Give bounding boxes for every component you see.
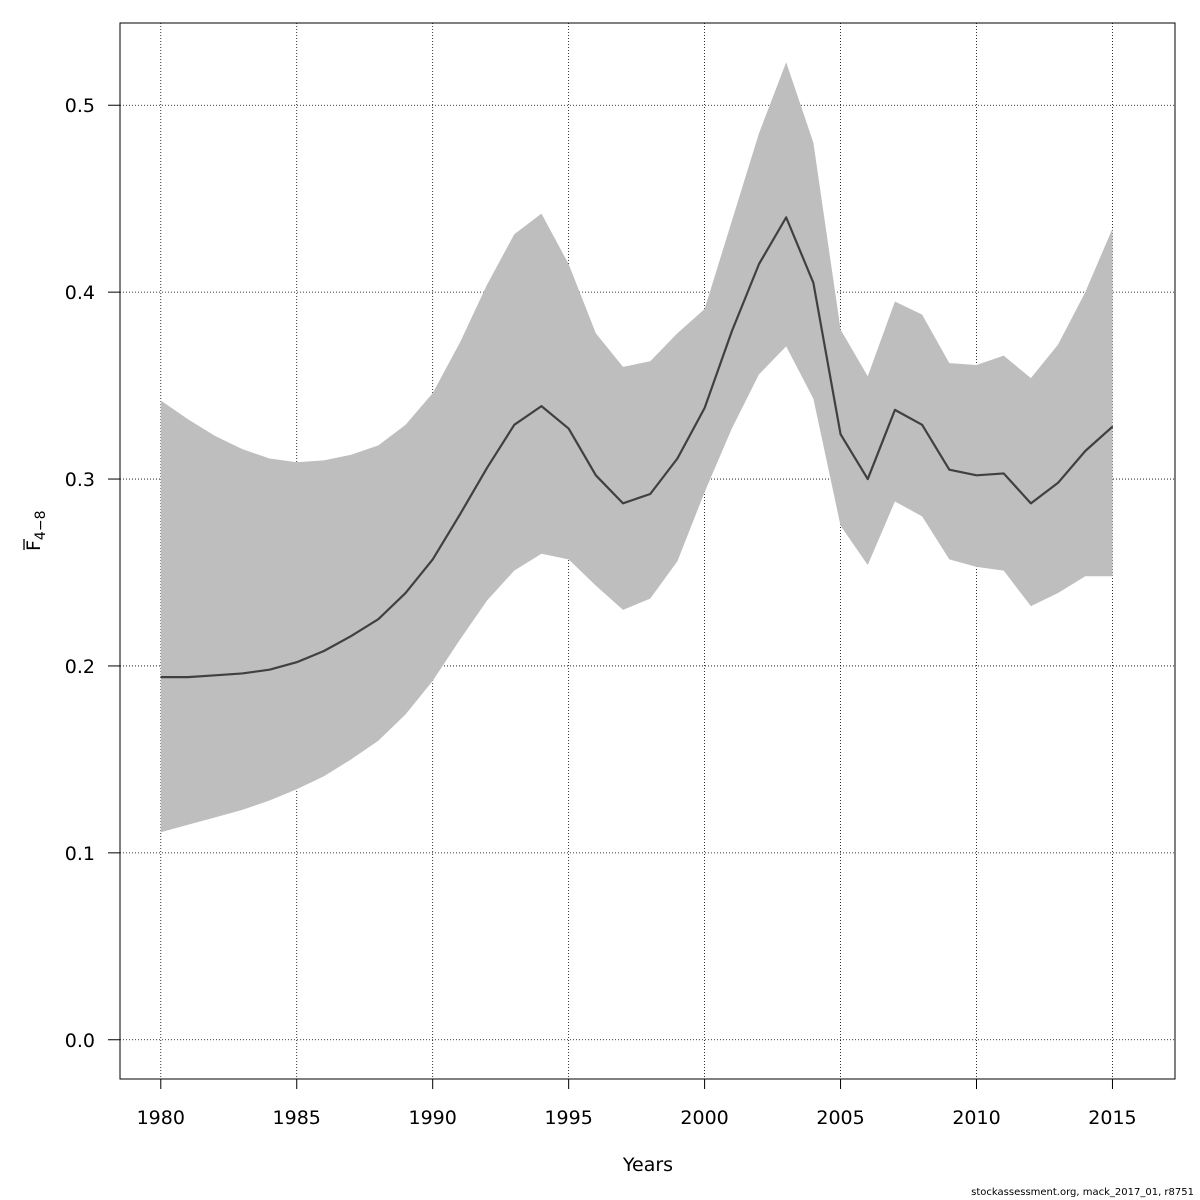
y-tick-label: 0.2 <box>65 656 95 678</box>
series-point <box>377 618 379 620</box>
series-point <box>404 592 407 594</box>
series-point <box>649 493 651 495</box>
y-tick-label: 0.5 <box>65 95 95 117</box>
series-point <box>622 502 624 504</box>
y-axis: 0.0 0.1 0.2 0.3 0.4 0.5 <box>65 95 120 1052</box>
series-point <box>1003 472 1005 475</box>
series-point <box>948 469 950 471</box>
series-point <box>867 478 869 480</box>
series-polyline <box>160 216 1114 679</box>
confidence-band <box>160 62 1113 833</box>
series-point <box>187 676 189 678</box>
x-tick-label: 1985 <box>273 1107 321 1129</box>
x-tick-label: 1980 <box>137 1107 185 1129</box>
series-point <box>704 407 706 409</box>
x-tick-label: 2005 <box>816 1107 864 1129</box>
y-axis-title-main: F <box>23 540 45 551</box>
series-point <box>296 661 298 663</box>
y-tick-label: 0.4 <box>65 282 95 304</box>
series-point <box>676 457 679 460</box>
svg-text:F4−8: F4−8 <box>23 511 49 551</box>
y-tick-label: 0.1 <box>65 843 95 865</box>
series-point <box>731 330 733 332</box>
series-point <box>1030 502 1032 504</box>
series-point <box>540 405 543 407</box>
x-tick-label: 1995 <box>544 1107 592 1129</box>
series-point <box>1057 482 1059 484</box>
series-point <box>975 474 978 476</box>
series-point <box>459 513 461 516</box>
y-axis-title-sub: 4−8 <box>33 511 49 541</box>
x-tick-label: 2010 <box>952 1107 1000 1129</box>
series-point <box>432 558 434 561</box>
series-point <box>486 467 488 469</box>
series-point <box>160 676 162 678</box>
series-point <box>323 650 325 652</box>
series-point <box>1111 426 1114 428</box>
series-point <box>350 635 352 637</box>
x-axis-title: Years <box>622 1154 673 1176</box>
series-point <box>568 427 570 430</box>
x-tick-label: 1990 <box>409 1107 457 1129</box>
y-tick-label: 0.3 <box>65 469 95 491</box>
series-point <box>214 674 216 676</box>
series-point <box>894 409 896 411</box>
x-tick-label: 2000 <box>680 1107 728 1129</box>
series-point <box>785 216 787 218</box>
series-point <box>241 672 243 675</box>
series-point <box>839 433 842 435</box>
series-point <box>1084 450 1086 452</box>
series-point <box>513 424 515 426</box>
y-tick-label: 0.0 <box>65 1030 95 1052</box>
confidence-band-area <box>160 62 1113 833</box>
series-line <box>160 216 1114 679</box>
series-point <box>268 669 271 671</box>
series-point <box>812 282 814 284</box>
footer-credit: stockassessment.org, mack_2017_01, r8751 <box>971 1187 1194 1198</box>
x-tick-label: 2015 <box>1088 1107 1136 1129</box>
x-axis: 1980 1985 1990 1995 2000 2005 2010 2015 <box>137 1078 1137 1129</box>
y-axis-title: F4−8 <box>23 511 49 551</box>
series-point <box>921 424 923 426</box>
series-point <box>758 263 760 265</box>
series-point <box>595 474 597 476</box>
